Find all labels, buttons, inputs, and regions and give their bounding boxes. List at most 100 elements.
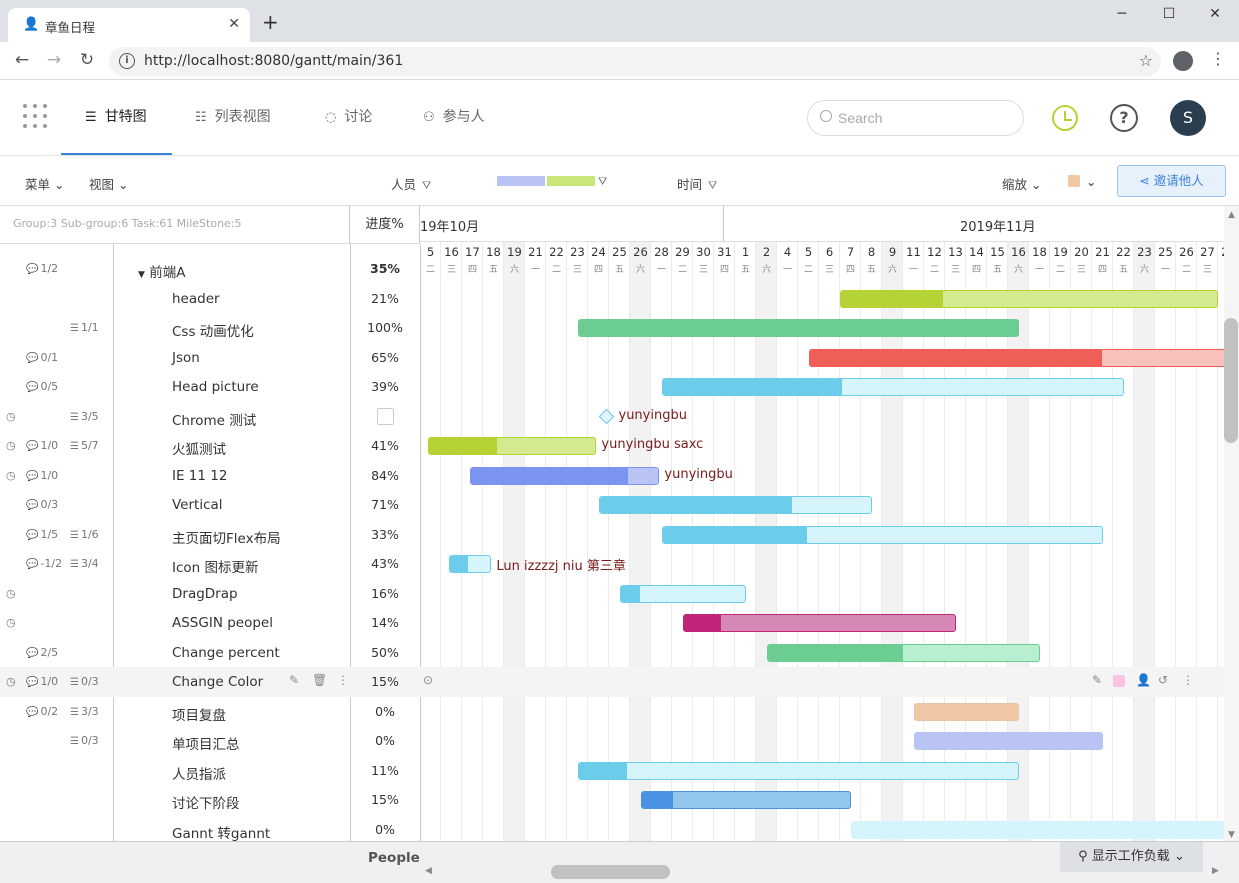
minimize-button[interactable]: ─: [1117, 6, 1127, 22]
maximize-button[interactable]: ☐: [1162, 6, 1176, 22]
task-row[interactable]: ☰ 1/1 Css 动画优化 100%: [0, 313, 1224, 343]
history-clock-icon[interactable]: [1052, 105, 1078, 131]
scroll-down-icon[interactable]: ▼: [1228, 830, 1235, 840]
clock-icon[interactable]: ◷: [6, 586, 16, 600]
task-row[interactable]: ◷ 💬 1/0 ☰ 5/7 火狐测试 41%: [0, 431, 1224, 461]
person-icon[interactable]: 👤: [1136, 673, 1151, 687]
task-name[interactable]: Icon 图标更新: [172, 560, 259, 576]
chevron-down-icon[interactable]: ⌄: [1086, 174, 1097, 189]
clock-icon[interactable]: ◷: [6, 468, 16, 482]
task-bar[interactable]: [640, 791, 851, 809]
task-bar[interactable]: [470, 466, 660, 485]
task-row[interactable]: 💬 -1/2 ☰ 3/4 Icon 图标更新 43%: [0, 549, 1224, 579]
help-icon[interactable]: ?: [1110, 104, 1138, 132]
color-filter-swatch[interactable]: [547, 176, 595, 186]
clock-icon[interactable]: ◷: [6, 616, 16, 629]
task-name[interactable]: Change Color: [172, 674, 264, 690]
edit-icon[interactable]: ✎: [289, 673, 300, 687]
task-name[interactable]: Head picture: [172, 379, 259, 395]
task-row[interactable]: 💬 1/2 ▼ 前端A 35%: [0, 254, 1224, 284]
apps-grid-icon[interactable]: [23, 104, 47, 128]
comment-count[interactable]: 💬 0/3: [26, 498, 59, 511]
vertical-scroll-thumb[interactable]: [1224, 318, 1238, 443]
close-tab-icon[interactable]: ✕: [228, 16, 240, 32]
task-name[interactable]: Change percent: [172, 644, 280, 661]
task-row[interactable]: ◷ 💬 1/0 IE 11 12 84%: [0, 461, 1224, 491]
task-row[interactable]: ◷ ☰ 3/5 Chrome 测试: [0, 402, 1224, 432]
filter-icon[interactable]: ⛛: [598, 175, 608, 188]
task-row[interactable]: 💬 0/2 ☰ 3/3 项目复盘 0%: [0, 697, 1224, 727]
task-row[interactable]: ◷ 💬 1/0 ☰ 0/3 Change Color 15% ✎ 🗑 ⋮ ⊙ ✎ 👤 ↺ ⋮: [0, 667, 1224, 697]
more-icon[interactable]: ⋮: [337, 673, 349, 687]
view-dropdown[interactable]: 视图 ⌄: [89, 177, 129, 192]
task-name[interactable]: 火狐测试: [172, 442, 226, 458]
delete-icon[interactable]: 🗑: [312, 673, 328, 687]
info-icon[interactable]: i: [119, 53, 135, 69]
task-name[interactable]: 单项目汇总: [172, 737, 240, 753]
task-bar[interactable]: [913, 732, 1103, 750]
clock-icon[interactable]: ◷: [6, 409, 16, 423]
locate-icon[interactable]: ⊙: [423, 673, 434, 687]
forward-icon[interactable]: →: [46, 50, 62, 70]
people-panel-label[interactable]: People: [368, 850, 420, 866]
task-bar[interactable]: [850, 820, 1224, 839]
new-tab-button[interactable]: +: [262, 10, 279, 34]
vertical-scrollbar[interactable]: [1224, 206, 1239, 842]
edit-icon[interactable]: ✎: [1092, 673, 1103, 687]
menu-dropdown[interactable]: 菜单 ⌄: [25, 177, 65, 192]
task-row[interactable]: Gannt 转gannt 0%: [0, 815, 1224, 845]
show-workload-button[interactable]: ⚲ 显示工作负载 ⌄: [1060, 842, 1203, 872]
task-bar[interactable]: [682, 614, 956, 632]
task-bar[interactable]: [840, 289, 1218, 308]
subtask-count[interactable]: ☰ 3/4: [70, 557, 99, 570]
color-filter-swatch[interactable]: [497, 176, 545, 186]
task-name[interactable]: DragDrap: [172, 585, 238, 602]
task-name[interactable]: Vertical: [172, 497, 223, 513]
task-row[interactable]: header 21%: [0, 284, 1224, 314]
task-row[interactable]: ◷ DragDrap 16%: [0, 579, 1224, 609]
history-icon[interactable]: ↺: [1158, 673, 1169, 687]
close-window-button[interactable]: ✕: [1209, 6, 1221, 22]
comment-count[interactable]: 💬 1/0: [26, 439, 59, 452]
bookmark-star-icon[interactable]: ☆: [1138, 51, 1153, 70]
task-name[interactable]: header: [172, 290, 220, 307]
task-bar[interactable]: [808, 348, 1224, 367]
comment-count[interactable]: 💬 1/0: [26, 468, 59, 482]
tab-list-view[interactable]: ☷ 列表视图: [195, 109, 271, 125]
horizontal-scroll-thumb[interactable]: [551, 865, 670, 879]
comment-count[interactable]: 💬 0/5: [26, 380, 59, 393]
tab-participants[interactable]: ⚇ 参与人: [423, 109, 485, 125]
task-row[interactable]: 💬 0/5 Head picture 39%: [0, 372, 1224, 402]
task-row[interactable]: 💬 0/3 Vertical 71%: [0, 490, 1224, 520]
subtask-count[interactable]: ☰ 1/1: [70, 321, 99, 334]
task-bar[interactable]: [577, 761, 1019, 780]
milestone-checkbox[interactable]: [377, 407, 394, 425]
task-name[interactable]: Gannt 转gannt: [172, 825, 271, 842]
search-box[interactable]: [807, 100, 1024, 136]
task-row[interactable]: 💬 2/5 Change percent 50%: [0, 638, 1224, 668]
subtask-count[interactable]: ☰ 0/3: [70, 675, 99, 688]
more-icon[interactable]: ⋮: [1182, 673, 1194, 687]
task-bar[interactable]: [661, 378, 1124, 396]
task-bar[interactable]: [766, 643, 1040, 662]
people-filter[interactable]: 人员 ⛛: [391, 177, 432, 192]
scroll-up-icon[interactable]: ▲: [1228, 210, 1235, 220]
scroll-left-icon[interactable]: ◀: [425, 866, 432, 876]
task-bar[interactable]: [449, 555, 492, 573]
task-name[interactable]: Css 动画优化: [172, 324, 254, 340]
clock-icon[interactable]: ◷: [6, 439, 16, 452]
task-name[interactable]: 讨论下阶段: [172, 796, 240, 812]
subtask-count[interactable]: ☰ 5/7: [70, 439, 99, 452]
scroll-right-icon[interactable]: ▶: [1212, 866, 1219, 876]
task-row[interactable]: ☰ 0/3 单项目汇总 0%: [0, 726, 1224, 756]
comment-count[interactable]: 💬 0/1: [26, 350, 59, 364]
subtask-count[interactable]: ☰ 3/5: [70, 409, 99, 423]
task-row[interactable]: 💬 0/1 Json 65%: [0, 343, 1224, 373]
comment-count[interactable]: 💬 0/2: [26, 704, 59, 718]
task-row[interactable]: 💬 1/5 ☰ 1/6 主页面切Flex布局 33%: [0, 520, 1224, 550]
task-name[interactable]: ASSGIN peopel: [172, 615, 273, 631]
zoom-dropdown[interactable]: 缩放 ⌄: [1002, 177, 1042, 192]
color-picker-swatch[interactable]: [1068, 175, 1080, 187]
task-bar[interactable]: [577, 319, 1019, 337]
browser-menu-icon[interactable]: ⋮: [1210, 49, 1226, 68]
